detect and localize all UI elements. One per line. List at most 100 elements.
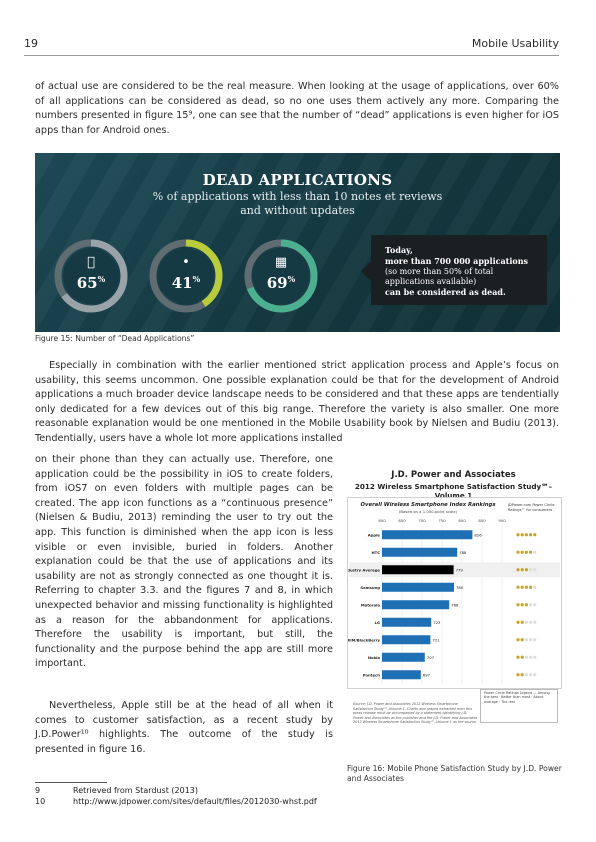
category-label: RIM/BlackBerry xyxy=(348,638,381,643)
callout-box xyxy=(371,235,547,305)
percent-sign: % xyxy=(287,274,296,284)
ring-ios:  65% xyxy=(53,238,129,314)
category-label: Pantech xyxy=(363,673,381,678)
figure-16-caption: Figure 16: Mobile Phone Satisfaction Stu… xyxy=(347,764,562,783)
rating-circle xyxy=(524,673,528,677)
data-label: 697 xyxy=(423,673,431,678)
rating-circle xyxy=(524,585,528,589)
category-label: Industry Average xyxy=(348,568,380,573)
dead-applications-infographic: DEAD APPLICATIONS % of applications with… xyxy=(35,153,560,332)
paragraph-3: Nevertheless, Apple still be at the head… xyxy=(35,700,333,755)
jd-subtitle: 2012 Wireless Smartphone Satisfaction St… xyxy=(354,482,553,500)
apple-icon:  xyxy=(53,255,129,270)
ring-arc-android xyxy=(149,239,223,313)
rating-circle xyxy=(520,585,524,589)
rating-circle xyxy=(520,673,524,677)
rating-legend-header: JDPower.com Power Circle Ratings™ for co… xyxy=(508,503,555,512)
paragraph-2: Especially in combination with the earli… xyxy=(35,360,559,444)
ranking-bar-chart: 600 650 700 750 800 850 900 Apple 826 HTC 788 Indus… xyxy=(348,518,560,684)
rating-circle xyxy=(533,533,537,537)
data-label: 826 xyxy=(474,533,482,538)
rating-circle xyxy=(529,568,533,572)
ring-windows: ▦ 69% xyxy=(243,238,319,314)
data-label: 723 xyxy=(433,620,441,625)
rating-circle xyxy=(520,603,524,607)
callout-line-5: can be considered as dead. xyxy=(385,287,506,297)
rating-circle xyxy=(533,568,537,572)
ring-percent-android: 41% xyxy=(148,274,224,292)
bar xyxy=(382,582,454,592)
rating-circle xyxy=(520,655,524,659)
rating-circle xyxy=(516,585,520,589)
callout-line-2: more than 700 000 applications xyxy=(385,256,529,266)
rating-circle xyxy=(516,638,520,642)
rating-circle xyxy=(520,568,524,572)
bar xyxy=(382,547,458,557)
ring-arc-ios xyxy=(54,239,128,313)
rating-circle xyxy=(520,620,524,624)
jd-power-figure: J.D. Power and Associates 2012 Wireless … xyxy=(347,470,562,755)
jd-chart-panel: Overall Wireless Smartphone Index Rankin… xyxy=(347,497,562,689)
rating-circle xyxy=(533,603,537,607)
percent-value: 41 xyxy=(171,274,193,292)
power-circle-legend: Power Circle Ratings Legend — Among the … xyxy=(480,689,558,723)
rating-circle xyxy=(520,533,524,537)
bar xyxy=(382,600,450,610)
rating-circle xyxy=(529,673,533,677)
rating-circle xyxy=(529,638,533,642)
callout-line-1: Today, xyxy=(385,245,413,255)
callout-arrow xyxy=(361,261,371,281)
category-label: Samsung xyxy=(360,585,380,590)
page-number: 19 xyxy=(24,37,38,50)
percent-value: 65 xyxy=(76,274,98,292)
bar xyxy=(382,652,425,662)
windows-icon: ▦ xyxy=(274,255,288,270)
rating-circle xyxy=(516,603,520,607)
data-label: 707 xyxy=(427,655,435,660)
figure-15-caption: Figure 15: Number of “Dead Applications” xyxy=(35,334,195,343)
jd-title: J.D. Power and Associates xyxy=(391,470,516,480)
rating-circle xyxy=(516,673,520,677)
category-label: Nokia xyxy=(368,655,381,660)
rating-circle xyxy=(529,655,533,659)
percent-sign: % xyxy=(192,274,201,284)
infographic-subtitle-line-1: % of applications with less than 10 note… xyxy=(152,190,443,203)
rating-circle xyxy=(533,620,537,624)
rating-circle xyxy=(524,568,528,572)
rating-circle xyxy=(524,533,528,537)
rating-circle xyxy=(533,585,537,589)
ring-center xyxy=(158,248,214,304)
data-label: 721 xyxy=(432,638,440,643)
percent-value: 69 xyxy=(266,274,288,292)
data-label: 780 xyxy=(456,585,464,590)
rating-circle xyxy=(520,638,524,642)
footnote-text: http://www.jdpower.com/sites/default/fil… xyxy=(73,797,317,806)
callout-line-3: (so more than 50% of total xyxy=(385,267,494,276)
category-label: Apple xyxy=(368,533,381,538)
bar xyxy=(382,670,421,680)
data-label: 779 xyxy=(456,568,464,573)
footnote-text: Retrieved from Stardust (2013) xyxy=(73,786,198,795)
ring-percent-windows: 69% xyxy=(243,274,319,292)
bar xyxy=(382,565,454,575)
bar xyxy=(382,635,431,645)
percent-sign: % xyxy=(97,274,106,284)
rating-circle xyxy=(524,655,528,659)
rating-circle xyxy=(533,638,537,642)
rating-circle xyxy=(516,550,520,554)
bar xyxy=(382,617,432,627)
average-row-highlight xyxy=(349,562,560,578)
rating-circle xyxy=(516,620,520,624)
rating-circle xyxy=(529,603,533,607)
rating-circle xyxy=(524,620,528,624)
infographic-subtitle-line-2: and without updates xyxy=(240,204,355,217)
ring-center xyxy=(63,248,119,304)
header-divider xyxy=(24,55,559,56)
rating-circle xyxy=(533,655,537,659)
infographic-subtitle: % of applications with less than 10 note… xyxy=(35,190,560,218)
rating-circle xyxy=(516,655,520,659)
rating-circle xyxy=(524,603,528,607)
rating-circle xyxy=(516,568,520,572)
rating-circle xyxy=(516,533,520,537)
category-label: Motorola xyxy=(361,603,381,608)
